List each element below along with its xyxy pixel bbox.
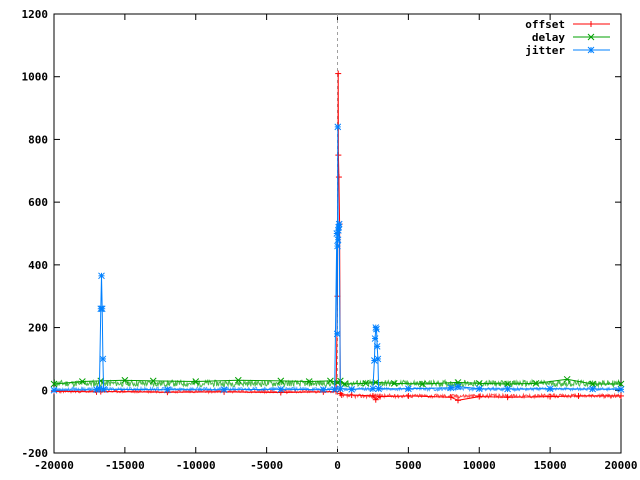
data-point-delay — [419, 380, 426, 388]
legend-marker-delay — [587, 33, 595, 41]
data-point-delay — [589, 380, 597, 388]
data-point-jitter — [319, 386, 327, 394]
data-point-jitter — [334, 242, 341, 250]
data-point-offset — [575, 392, 582, 399]
data-point-offset — [335, 174, 342, 181]
x-tick-label: 0 — [334, 459, 341, 472]
y-tick-label: 200 — [28, 322, 48, 335]
data-point-offset — [335, 70, 342, 77]
data-point-offset — [504, 394, 511, 401]
axes: -20000 -15000 -10000 -5000 0 5000 10000 15000 20… — [22, 8, 638, 472]
series-noise-band — [340, 392, 622, 400]
series-jitter — [50, 123, 625, 394]
data-point-delay — [192, 378, 200, 385]
data-point-jitter — [277, 385, 285, 393]
data-point-jitter — [373, 343, 381, 350]
x-tick-label: 5000 — [395, 459, 422, 472]
data-point-delay — [617, 380, 625, 388]
legend-marker-jitter — [587, 46, 595, 54]
data-point-jitter — [98, 305, 106, 313]
data-point-delay — [97, 377, 105, 385]
data-point-offset — [454, 397, 461, 404]
data-point-jitter — [504, 385, 511, 393]
data-point-delay — [362, 380, 370, 387]
legend-label-jitter: jitter — [525, 44, 565, 57]
y-tick-label: 1000 — [22, 71, 49, 84]
data-point-jitter — [371, 335, 379, 342]
data-point-jitter — [374, 355, 382, 363]
data-point-jitter — [98, 272, 105, 280]
x-tick-label: -20000 — [34, 459, 74, 472]
data-point-jitter — [589, 385, 597, 393]
data-point-jitter — [335, 220, 343, 228]
data-point-jitter — [333, 330, 341, 338]
data-point-jitter — [100, 385, 107, 393]
data-point-delay — [532, 380, 540, 387]
y-tick-label: 0 — [41, 384, 48, 397]
y-tick-label: 1200 — [22, 8, 49, 21]
data-point-delay — [149, 377, 157, 385]
data-point-jitter — [447, 384, 455, 392]
data-point-jitter — [99, 355, 107, 363]
data-point-jitter — [334, 236, 342, 244]
data-point-delay — [563, 375, 571, 383]
data-point-offset — [547, 393, 554, 400]
data-point-jitter — [475, 385, 483, 393]
x-tick-label: 10000 — [463, 459, 496, 472]
legend-marker-offset — [588, 21, 594, 27]
data-point-offset — [369, 392, 376, 399]
y-tick-label: 800 — [28, 133, 48, 146]
data-point-offset — [405, 392, 412, 399]
data-point-jitter — [375, 385, 382, 393]
data-point-delay — [390, 380, 398, 387]
data-point-offset — [476, 393, 483, 400]
data-point-delay — [78, 378, 86, 385]
data-point-jitter — [454, 383, 462, 390]
data-point-jitter — [50, 386, 58, 394]
data-point-jitter — [164, 386, 171, 394]
data-point-offset — [348, 391, 355, 398]
data-point-delay — [50, 380, 58, 388]
data-point-jitter — [405, 385, 412, 393]
x-tick-label: -5000 — [250, 459, 283, 472]
legend-label-delay: delay — [532, 31, 565, 44]
legend-label-offset: offset — [525, 18, 565, 31]
x-tick-label: -15000 — [105, 459, 145, 472]
data-point-jitter — [334, 123, 342, 131]
data-point-jitter — [220, 386, 228, 394]
data-point-jitter — [336, 385, 344, 393]
data-point-delay — [121, 376, 129, 384]
data-point-jitter — [348, 385, 356, 393]
data-point-delay — [305, 378, 313, 385]
data-point-delay — [234, 376, 242, 384]
y-tick-label: 600 — [28, 196, 48, 209]
data-point-offset — [447, 394, 454, 401]
data-point-offset — [377, 393, 384, 400]
data-point-delay — [277, 377, 285, 385]
x-tick-label: -10000 — [176, 459, 216, 472]
data-point-jitter — [331, 385, 339, 393]
data-point-delay — [475, 380, 483, 387]
data-point-jitter — [373, 325, 380, 333]
data-point-jitter — [333, 230, 341, 237]
x-tick-label: 20000 — [604, 459, 637, 472]
y-tick-label: 400 — [28, 259, 48, 272]
y-tick-label: -200 — [22, 447, 49, 460]
data-point-jitter — [617, 385, 625, 393]
data-point-offset — [618, 392, 624, 399]
data-point-jitter — [369, 385, 377, 393]
data-point-delay — [504, 380, 511, 388]
data-point-offset — [338, 391, 345, 398]
data-point-jitter — [546, 385, 554, 393]
plot-series — [50, 70, 625, 404]
x-tick-label: 15000 — [534, 459, 567, 472]
data-point-delay — [327, 377, 334, 385]
data-point-offset — [372, 396, 379, 403]
